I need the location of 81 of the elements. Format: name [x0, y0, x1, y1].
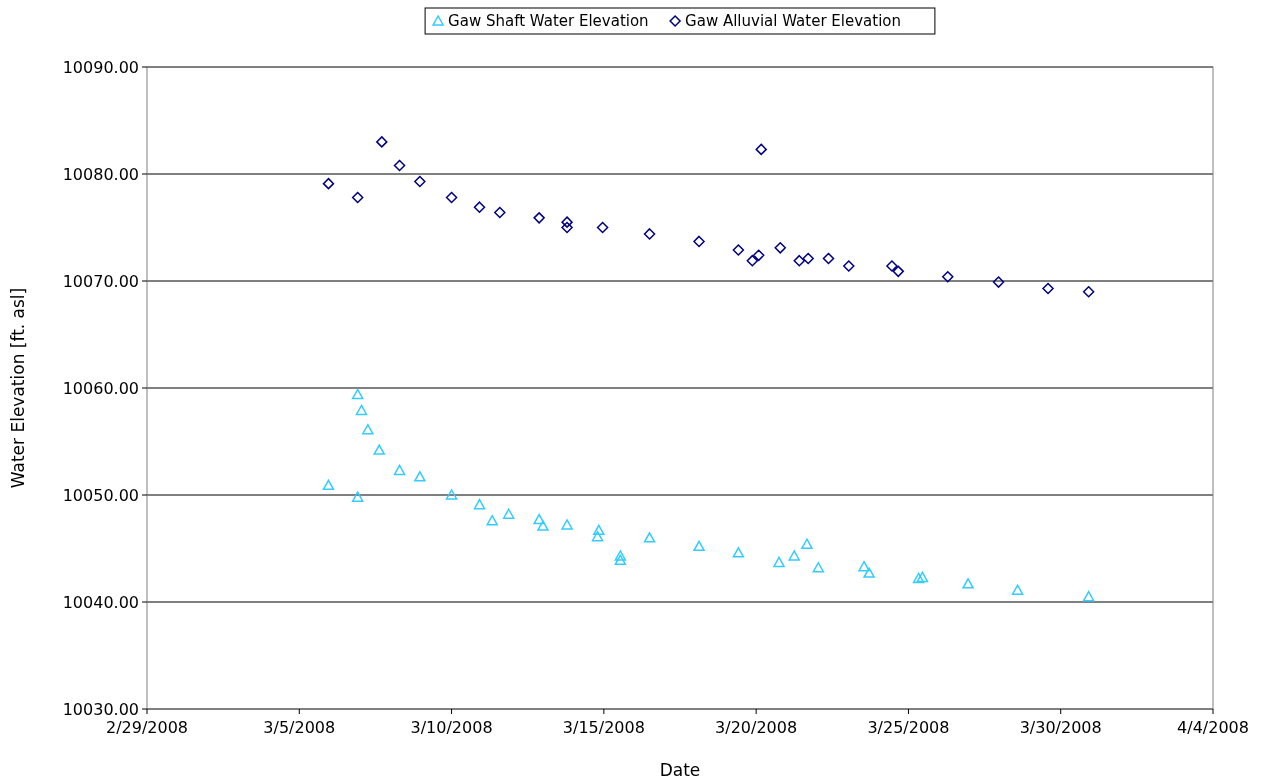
point: [473, 498, 486, 510]
x-tick-label: 3/20/2008: [715, 718, 798, 737]
point: [414, 471, 426, 482]
point: [561, 519, 573, 530]
point: [942, 270, 954, 283]
point: [414, 175, 426, 188]
legend-label: Gaw Alluvial Water Elevation: [685, 12, 902, 31]
point: [533, 513, 545, 525]
point: [812, 562, 825, 573]
point: [912, 572, 925, 584]
point: [486, 514, 498, 526]
y-tick-label: 10040.00: [62, 592, 139, 612]
point: [886, 260, 898, 272]
point: [916, 571, 929, 583]
x-axis-title: Date: [659, 760, 701, 780]
point: [614, 554, 627, 566]
point: [732, 547, 745, 558]
y-tick-label: 10050.00: [62, 485, 139, 505]
point: [1011, 584, 1024, 595]
point: [732, 244, 745, 256]
y-tick-label: 10030.00: [62, 699, 139, 719]
point: [774, 242, 786, 254]
point: [596, 221, 609, 234]
point: [591, 530, 604, 542]
x-tick-label: 4/4/2008: [1177, 718, 1249, 737]
point: [355, 404, 368, 416]
point: [445, 489, 458, 500]
point: [1042, 282, 1054, 295]
point: [494, 206, 506, 219]
point: [643, 532, 656, 543]
y-tick-label: 10060.00: [62, 378, 139, 398]
point: [693, 235, 705, 248]
point: [962, 578, 974, 589]
point: [752, 249, 765, 262]
y-tick-label: 10070.00: [62, 271, 139, 291]
y-tick-label: 10090.00: [62, 57, 139, 77]
point: [793, 254, 806, 267]
point: [351, 491, 364, 502]
point: [614, 550, 627, 561]
point: [561, 221, 573, 234]
point: [322, 479, 335, 491]
point: [445, 191, 458, 204]
point: [376, 136, 388, 148]
point: [537, 520, 549, 531]
point: [533, 212, 545, 224]
point: [822, 252, 835, 265]
point: [322, 177, 335, 190]
point: [892, 265, 905, 278]
x-tick-label: 3/30/2008: [1019, 718, 1102, 737]
point: [992, 276, 1005, 288]
x-tick-label: 3/10/2008: [410, 718, 493, 737]
point: [858, 560, 870, 572]
point: [373, 444, 385, 455]
x-tick-label: 3/5/2008: [263, 718, 336, 737]
y-tick-label: 10080.00: [62, 164, 139, 184]
point: [693, 540, 705, 552]
point: [502, 508, 515, 520]
point: [843, 260, 855, 272]
point: [773, 556, 785, 568]
point: [561, 216, 573, 228]
point: [593, 524, 605, 536]
point: [393, 159, 406, 172]
point: [1082, 285, 1095, 298]
point: [755, 143, 767, 156]
x-tick-label: 3/15/2008: [562, 718, 645, 737]
x-tick-label: 3/25/2008: [867, 718, 950, 737]
point: [351, 191, 364, 204]
point: [863, 567, 875, 578]
point: [362, 423, 374, 435]
point: [1082, 590, 1095, 602]
point: [473, 201, 486, 213]
y-axis-title: Water Elevation [ft. asl]: [8, 287, 28, 489]
point: [788, 550, 800, 561]
x-tick-label: 2/29/2008: [105, 718, 189, 737]
point: [802, 252, 814, 265]
point: [801, 538, 813, 549]
point: [746, 254, 759, 267]
legend-label: Gaw Shaft Water Elevation: [448, 12, 649, 31]
point: [643, 228, 656, 240]
point: [393, 464, 406, 476]
point: [351, 388, 364, 400]
